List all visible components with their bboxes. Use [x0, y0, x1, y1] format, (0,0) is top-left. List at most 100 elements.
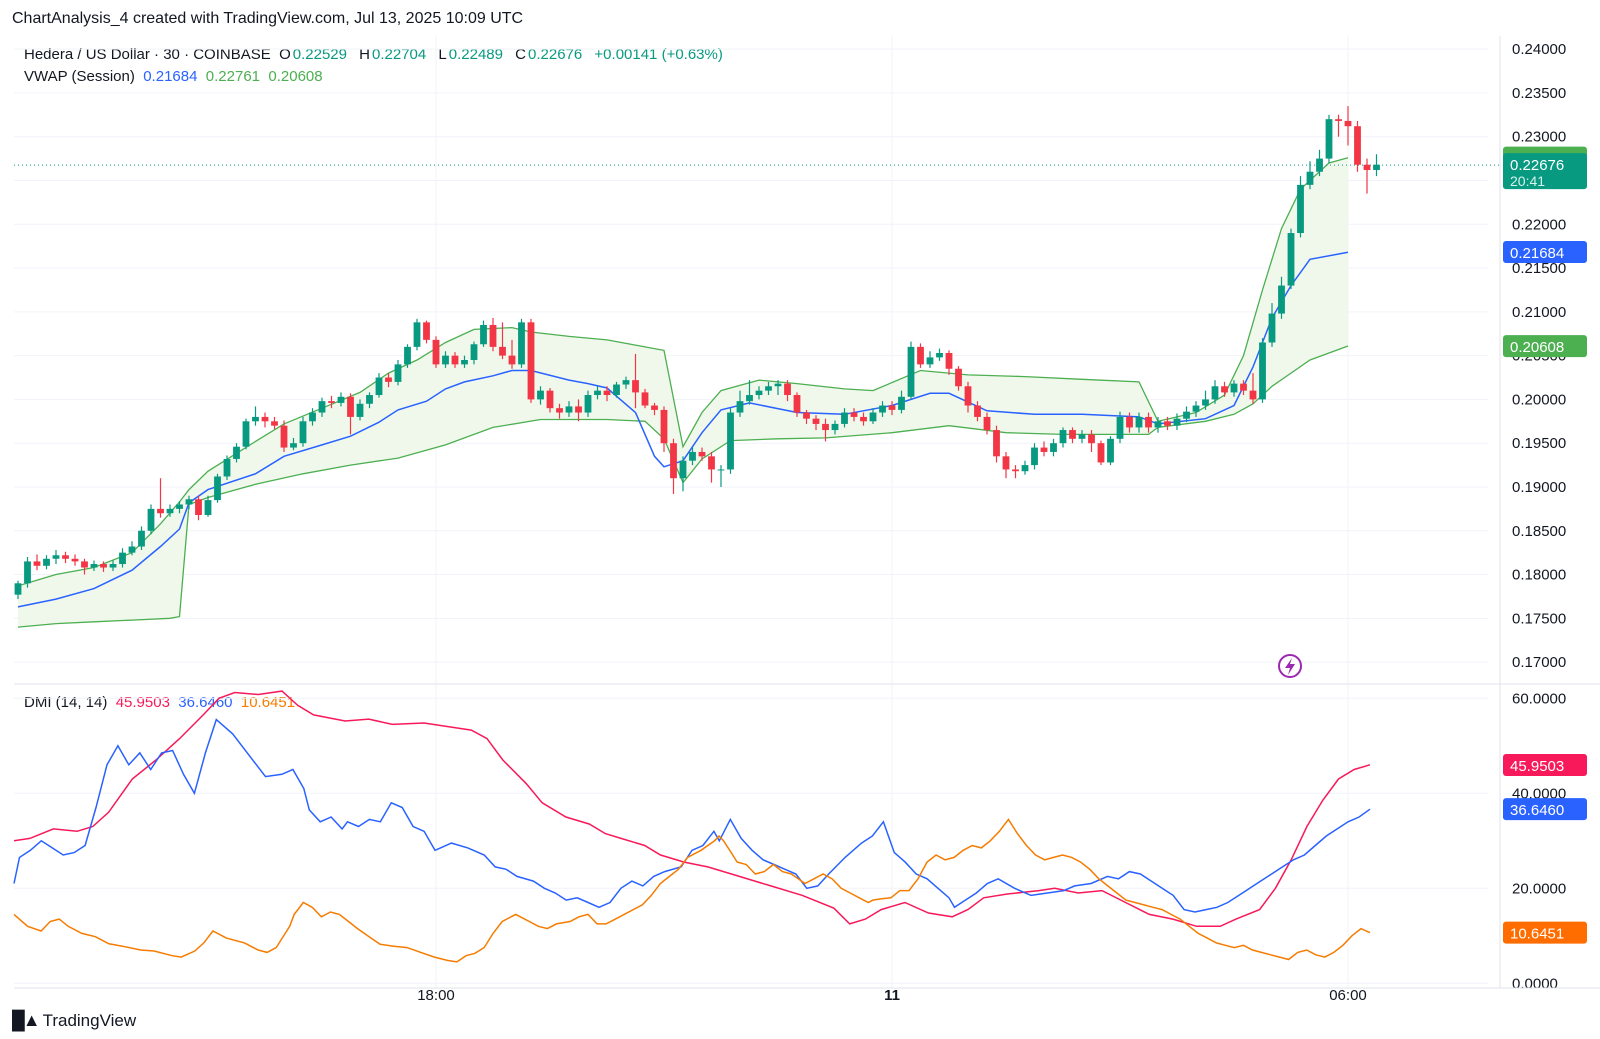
time-axis-tick: 11 — [884, 987, 900, 1004]
candle-body — [233, 446, 240, 459]
close-value: 0.22676 — [528, 46, 583, 63]
candle-body — [157, 508, 164, 514]
candle-body — [622, 380, 630, 385]
candle-body — [1202, 399, 1209, 406]
candle-body — [299, 421, 307, 444]
candle-body — [214, 476, 221, 501]
candle-body — [252, 416, 259, 422]
vwap-legend-name[interactable]: VWAP (Session) — [24, 68, 135, 85]
candle-body — [527, 322, 535, 400]
price-axis-tick: 0.18500 — [1512, 523, 1566, 540]
candles — [14, 106, 1380, 600]
candle-body — [1287, 233, 1295, 286]
vwap-upper-value: 0.22761 — [205, 68, 261, 85]
price-axis-tick: 0.24000 — [1512, 41, 1566, 58]
price-axis-tick: 0.19000 — [1512, 479, 1566, 496]
symbol-name[interactable]: Hedera / US Dollar · 30 · COINBASE — [24, 46, 271, 63]
price-axis-tick: 0.22000 — [1512, 216, 1566, 233]
close-label: C — [515, 46, 527, 63]
tradingview-logo[interactable]: █▲ TradingView — [12, 1010, 136, 1031]
candle-body — [860, 416, 867, 422]
countdown-label-text: 20:41 — [1510, 173, 1545, 189]
dmi-lines — [13, 690, 1371, 963]
candle-body — [518, 322, 525, 365]
dmi-value-label-text: 36.6460 — [1510, 802, 1564, 819]
candle-body — [119, 552, 126, 565]
candle-body — [936, 352, 943, 358]
candle-body — [793, 395, 801, 413]
candle-body — [784, 383, 791, 396]
candle-body — [907, 346, 915, 397]
candle-body — [337, 396, 345, 403]
candle-body — [1211, 386, 1219, 400]
vwap-band-fill — [18, 157, 1348, 628]
candle-body — [803, 412, 810, 419]
price-axis-tick: 0.18000 — [1512, 567, 1566, 584]
candle-body — [1354, 126, 1361, 165]
price-axis-tick: 0.17000 — [1512, 654, 1566, 671]
candle-body — [432, 339, 440, 365]
candle-body — [261, 416, 269, 422]
price-axis-tick: 0.20000 — [1512, 391, 1566, 408]
candle-body — [62, 555, 69, 559]
candle-body — [812, 418, 820, 424]
candle-body — [1154, 421, 1162, 428]
price-axis-tick: 0.23500 — [1512, 85, 1566, 102]
candle-body — [489, 324, 497, 347]
price-axis-tick: 0.19500 — [1512, 435, 1566, 452]
price-label-band — [1503, 335, 1587, 358]
candle-body — [404, 346, 411, 365]
candle-body — [185, 499, 193, 505]
candle-body — [575, 406, 582, 413]
candle-body — [90, 564, 98, 568]
candle-body — [1249, 390, 1257, 400]
candle-body — [1078, 434, 1086, 439]
candle-body — [138, 530, 145, 547]
candle-body — [309, 412, 316, 422]
candle-body — [43, 558, 50, 566]
price-axis-tick: 0.23000 — [1512, 129, 1566, 146]
candle-body — [1306, 171, 1314, 185]
candle-body — [423, 322, 430, 340]
vwap-value: 0.21684 — [143, 68, 198, 85]
candle-body — [613, 384, 620, 396]
dmi-line-minus-di — [13, 818, 1371, 963]
tradingview-logo-text: TradingView — [42, 1010, 137, 1030]
candle-body — [480, 324, 487, 345]
price-axis-tick: 0.21000 — [1512, 304, 1566, 321]
candle-body — [1278, 285, 1285, 314]
candle-body — [195, 499, 202, 515]
candle-body — [1031, 447, 1038, 466]
candle-body — [204, 500, 212, 515]
candle-body — [1192, 405, 1200, 412]
candle-body — [166, 508, 174, 514]
price-label-text: 0.21684 — [1510, 245, 1564, 262]
candle-body — [584, 395, 592, 413]
candle-body — [451, 355, 459, 365]
candle-body — [100, 564, 107, 568]
candle-body — [461, 360, 468, 365]
lightning-icon[interactable] — [1278, 654, 1302, 678]
candle-body — [499, 346, 506, 356]
candle-body — [1059, 430, 1067, 444]
candle-body — [1145, 416, 1152, 428]
candle-body — [290, 443, 297, 448]
candle-body — [879, 405, 886, 413]
candle-body — [280, 425, 288, 448]
candle-body — [774, 383, 782, 387]
candle-body — [1268, 313, 1276, 343]
candle-body — [1012, 469, 1019, 472]
candle-body — [1107, 438, 1114, 463]
candle-body — [717, 469, 725, 471]
candle-body — [52, 555, 60, 559]
candle-body — [556, 408, 563, 413]
candle-body — [24, 561, 31, 584]
candle-body — [869, 412, 877, 422]
candle-body — [1126, 416, 1133, 428]
candle-body — [356, 403, 364, 417]
vwap-upper-band — [17, 157, 1349, 587]
candle-body — [1230, 383, 1238, 393]
time-axis-tick: 06:00 — [1329, 987, 1367, 1004]
candle-body — [746, 395, 753, 402]
